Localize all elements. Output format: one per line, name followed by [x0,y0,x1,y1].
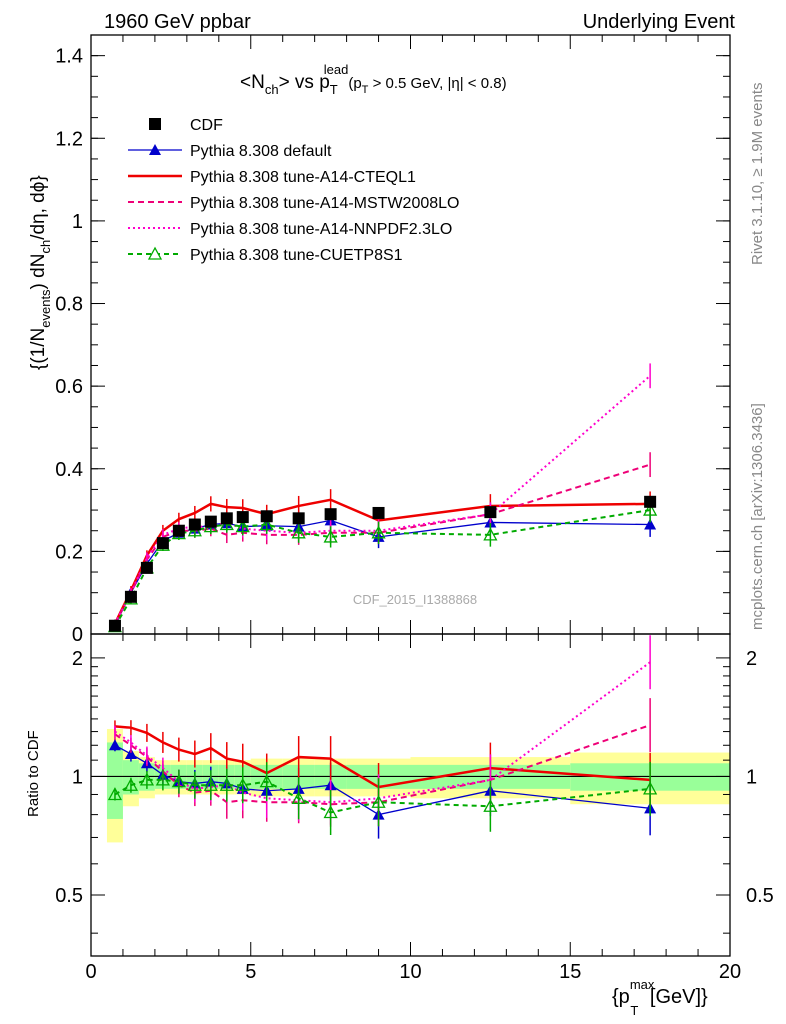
cdf-data-point [124,590,137,603]
ratio-point [155,772,170,786]
x-tick-label: 10 [399,961,421,983]
ratio-point [171,774,186,788]
y-tick-label: 1.4 [55,46,83,68]
y-tick-label: 0.8 [55,294,83,316]
legend-label: Pythia 8.308 tune-A14-CTEQL1 [190,169,416,186]
ratio-tick-label: 0.5 [55,885,83,907]
legend-label: CDF [190,117,223,134]
cdf-data-point [188,518,201,531]
y-tick-label: 0.2 [55,541,83,563]
y-tick-label: 0 [72,624,83,646]
cdf-data-point [372,506,385,519]
cdf-data-point [172,524,185,537]
cdf-data-point [260,510,273,523]
ratio-point [235,777,250,791]
rivet-version-text: Rivet 3.1.10, ≥ 1.9M events [749,83,766,266]
cdf-data-point [292,512,305,525]
ratio-point [124,748,137,760]
uncertainty-band-inner [106,742,123,819]
ratio-axis-label: Ratio to CDF [25,730,42,817]
ratio-point [291,790,306,804]
ratio-tick-label-right: 2 [746,648,757,670]
ratio-point [187,777,202,791]
ratio-point [203,777,218,791]
legend-label: Pythia 8.308 tune-CUETP8S1 [190,247,403,264]
ratio-point [371,794,386,808]
data-point [371,525,386,539]
cdf-data-point [484,506,497,519]
x-axis-label: {pmax T [GeV]} [612,977,708,1018]
main-series-group [107,363,658,633]
series-line-4 [114,375,651,625]
x-tick-label: 0 [85,961,96,983]
cdf-data-point [644,495,657,508]
data-point [323,529,338,543]
legend-label: Pythia 8.308 default [190,143,332,160]
ratio-series-group [107,635,658,839]
cdf-data-point [220,512,233,525]
y-tick-label: 0.4 [55,459,83,481]
ratio-point [219,777,234,791]
ratio-tick-label-right: 1 [746,766,757,788]
cdf-data-point [140,561,153,574]
ratio-point [323,805,338,819]
x-tick-label: 15 [559,961,581,983]
legend-marker-cdf [149,118,161,130]
cdf-data-point [108,619,121,632]
data-point [259,517,274,531]
mcplots-source-text: mcplots.cern.ch [arXiv:1306.3436] [749,403,766,630]
data-point [291,525,306,539]
ratio-point [123,777,139,791]
ratio-tick-label-right: 0.5 [746,885,774,907]
cdf-data-point [236,511,249,524]
legend-label: Pythia 8.308 tune-A14-MSTW2008LO [190,195,459,212]
ratio-point [643,781,658,795]
data-point [643,502,658,516]
analysis-watermark: CDF_2015_I1388868 [353,592,477,607]
y-tick-label: 0.6 [55,376,83,398]
plot-title: <Nch> vs pTlead(pT > 0.5 GeV, |η| < 0.8) [240,62,507,97]
cdf-data-point [324,508,337,521]
y-tick-label: 1 [72,211,83,233]
main-plot-frame [90,34,731,635]
data-point [644,518,657,530]
ratio-point [483,798,498,812]
ratio-tick-label: 1 [72,766,83,788]
header-right: Underlying Event [583,11,736,33]
ratio-point [139,772,155,786]
data-point [235,519,250,533]
data-point [483,527,498,541]
ratio-line-5 [114,778,651,814]
x-tick-label: 5 [245,961,256,983]
legend-marker [149,144,161,155]
cdf-data-point [204,515,217,528]
legend-label: Pythia 8.308 tune-A14-NNPDF2.3LO [190,221,452,238]
y-tick-label: 1.2 [55,128,83,150]
y-axis-label: {(1/Nevents) dNch/dη, dϕ} [28,175,53,370]
legend: CDF Pythia 8.308 default Pythia 8.308 tune… [128,117,459,264]
cdf-data-point [156,537,169,550]
header-left: 1960 GeV ppbar [104,11,251,33]
ratio-point [108,739,121,751]
ratio-tick-label: 2 [72,648,83,670]
ratio-point [259,774,274,788]
legend-marker [147,246,163,260]
x-tick-label: 20 [719,961,741,983]
ratio-point [107,787,123,801]
